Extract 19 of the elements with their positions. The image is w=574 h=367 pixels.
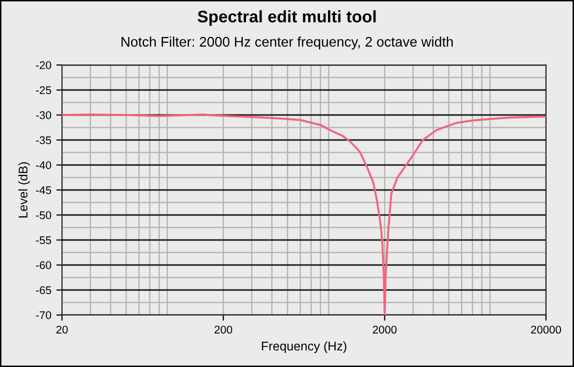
y-tick-label: -55 [36,236,52,244]
y-tick-label: -35 [36,136,52,144]
x-tick-label: 20 [56,326,68,334]
y-tick-label: -30 [36,111,52,120]
y-tick-label: -45 [36,186,52,194]
y-tick-label: -40 [36,161,52,170]
y-tick-label: -50 [36,211,52,220]
y-tick-label: -25 [36,86,52,94]
x-tick-label: 20000 [531,326,562,334]
y-axis-title: Level (dB) [18,162,30,218]
chart-subtitle: Notch Filter: 2000 Hz center frequency, 2 octave width [122,36,453,50]
y-tick-label: -20 [36,61,52,70]
x-tick-label: 200 [214,326,232,334]
y-tick-label: -60 [36,261,52,270]
x-tick-label: 2000 [372,326,397,334]
x-axis-title: Frequency (Hz) [262,341,346,353]
y-tick-label: -65 [36,286,52,294]
chart-title: Spectral edit multi tool [198,10,376,26]
y-tick-label: -70 [36,311,52,320]
